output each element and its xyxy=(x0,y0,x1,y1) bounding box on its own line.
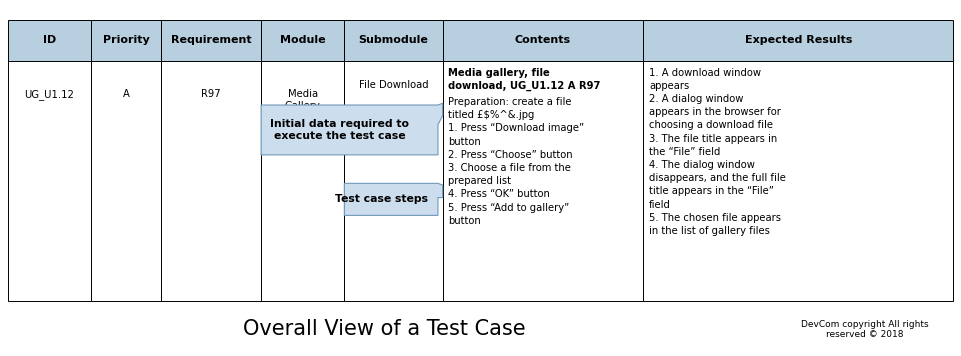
Bar xyxy=(344,20,443,61)
Text: Test case steps: Test case steps xyxy=(335,194,428,204)
Text: A: A xyxy=(122,89,130,99)
Text: Overall View of a Test Case: Overall View of a Test Case xyxy=(243,319,526,339)
Text: DevCom copyright All rights
reserved © 2018: DevCom copyright All rights reserved © 2… xyxy=(801,320,928,339)
Text: UG_U1.12: UG_U1.12 xyxy=(24,89,74,100)
Bar xyxy=(91,20,160,61)
Text: Media gallery, file
download, UG_U1.12 A R97: Media gallery, file download, UG_U1.12 A… xyxy=(449,68,601,91)
Text: Requirement: Requirement xyxy=(171,35,252,45)
Bar xyxy=(261,61,344,301)
Text: Media
Gallery: Media Gallery xyxy=(284,89,321,111)
Bar xyxy=(344,61,443,301)
Polygon shape xyxy=(261,103,443,155)
Bar xyxy=(160,61,261,301)
Text: Preparation: create a file
titled £$%^&.jpg
1. Press “Download image”
button
2. : Preparation: create a file titled £$%^&.… xyxy=(449,97,584,226)
Bar xyxy=(160,20,261,61)
Bar xyxy=(443,20,643,61)
Text: Contents: Contents xyxy=(515,35,571,45)
Text: Module: Module xyxy=(280,35,326,45)
Text: File Download: File Download xyxy=(358,80,429,90)
Polygon shape xyxy=(344,183,443,215)
Text: R97: R97 xyxy=(201,89,221,99)
Bar xyxy=(261,20,344,61)
Text: Submodule: Submodule xyxy=(358,35,429,45)
Bar xyxy=(643,61,953,301)
Bar xyxy=(91,61,160,301)
Text: ID: ID xyxy=(42,35,56,45)
Text: 1. A download window
appears
2. A dialog window
appears in the browser for
choos: 1. A download window appears 2. A dialog… xyxy=(649,68,786,236)
Text: Priority: Priority xyxy=(103,35,149,45)
Bar xyxy=(8,20,91,61)
Bar xyxy=(443,61,643,301)
Text: Initial data required to
execute the test case: Initial data required to execute the tes… xyxy=(270,119,409,141)
Text: Expected Results: Expected Results xyxy=(745,35,851,45)
Bar xyxy=(643,20,953,61)
Bar xyxy=(8,61,91,301)
